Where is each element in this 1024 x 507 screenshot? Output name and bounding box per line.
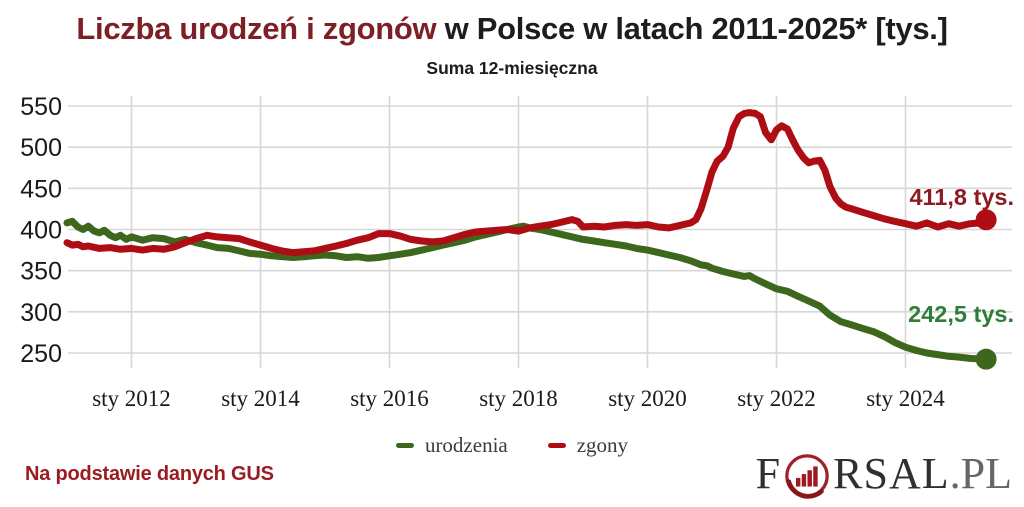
x-tick-label: sty 2024 <box>866 386 945 411</box>
page-title: Liczba urodzeń i zgonów w Polsce w latac… <box>0 11 1024 47</box>
x-tick-label: sty 2012 <box>92 386 171 411</box>
x-tick-label: sty 2014 <box>221 386 300 411</box>
y-tick-label: 500 <box>20 134 62 162</box>
legend-item-zgony: zgony <box>547 433 629 458</box>
y-tick-label: 450 <box>20 175 62 203</box>
series-line-zgony <box>63 109 990 257</box>
legend: urodzenia zgony <box>0 433 1024 458</box>
logo-mid: RSAL <box>833 448 950 498</box>
chart-subtitle: Suma 12-miesięczna <box>426 58 598 78</box>
x-tick-label: sty 2018 <box>479 386 558 411</box>
y-tick-label: 250 <box>20 340 62 368</box>
logo-tld: .PL <box>949 448 1012 498</box>
y-tick-label: 400 <box>20 217 62 245</box>
legend-item-urodzenia: urodzenia <box>395 433 508 458</box>
series-end-dot-urodzenia <box>975 348 997 370</box>
forsal-circle-bars-icon <box>785 454 829 499</box>
deaths-legend-dash-icon <box>547 443 566 448</box>
births-legend-dash-icon <box>395 443 414 448</box>
y-tick-label: 350 <box>20 258 62 286</box>
forsal-logo: F RSAL .PL <box>756 444 1012 502</box>
logo-prefix: F <box>755 448 782 498</box>
x-tick-label: sty 2016 <box>350 386 429 411</box>
y-tick-label: 300 <box>20 299 62 327</box>
x-tick-label: sty 2022 <box>737 386 816 411</box>
series-end-label-urodzenia: 242,5 tys. <box>908 301 1014 327</box>
series-line-urodzenia <box>63 217 990 363</box>
x-tick-label: sty 2020 <box>608 386 687 411</box>
page-title-highlight: Liczba urodzeń i zgonów <box>76 11 437 46</box>
series-end-dot-zgony <box>975 209 997 231</box>
legend-label-zgony: zgony <box>576 433 629 457</box>
y-tick-label: 550 <box>20 93 62 121</box>
legend-label-urodzenia: urodzenia <box>424 433 508 457</box>
page-title-rest: w Polsce w latach 2011-2025* [tys.] <box>436 11 948 46</box>
source-note: Na podstawie danych GUS <box>25 463 274 485</box>
series-end-label-zgony: 411,8 tys. <box>909 184 1014 210</box>
